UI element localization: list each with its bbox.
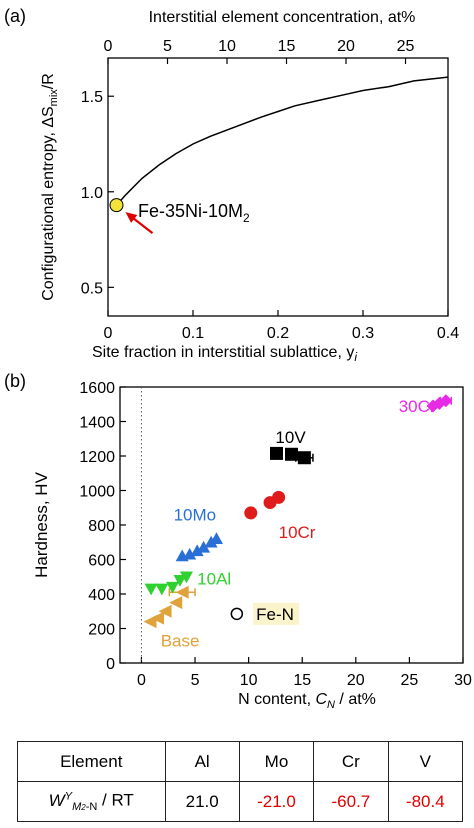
10cr-point: [272, 490, 286, 504]
panel-a-annotation: Fe-35Ni-10M2: [138, 201, 250, 225]
x-tick-label: 20: [347, 672, 365, 689]
interaction-parameter-table: Element Al Mo Cr V WYM2-N / RT 21.0 -21.…: [17, 741, 464, 822]
y-tick-label: 0.5: [81, 280, 103, 297]
10mo-point: [183, 547, 197, 560]
x-tick-label: 5: [191, 672, 200, 689]
panel-b-data-points: [143, 394, 453, 629]
panel-a-label: (a): [4, 6, 26, 26]
x-tick-label: 0.4: [437, 325, 459, 342]
10al-point: [173, 575, 187, 587]
panel-a-annotation-arrow: [129, 215, 154, 235]
10al-point: [179, 571, 193, 584]
10mo-point: [190, 544, 204, 557]
x-tick-label: 30: [454, 672, 472, 689]
panel-a-start-marker: [109, 198, 124, 213]
panel-a-x-axis-label: Site fraction in interstitial sublattice…: [92, 344, 357, 364]
10mo-point: [209, 532, 223, 544]
top-tick-label: 10: [218, 38, 236, 55]
table-value-al: 21.0: [164, 781, 240, 822]
series-label: 10Cr: [279, 523, 316, 542]
table-header-cell: Mo: [238, 741, 315, 782]
base-point: [175, 585, 189, 599]
10mo-point: [204, 535, 218, 548]
panel-a-top-axis-label: Interstitial element concentration, at%: [149, 9, 416, 26]
10al-point: [144, 583, 158, 596]
30cr-point: [439, 394, 453, 408]
10al-point: [155, 583, 169, 596]
table-row-label: WYM2-N / RT: [17, 781, 166, 822]
series-label: 10Al: [197, 569, 231, 588]
y-tick-label: 800: [88, 518, 115, 535]
table-value-v: -80.4: [387, 781, 464, 822]
series-label: Base: [161, 632, 200, 651]
y-tick-label: 1600: [79, 380, 115, 397]
x-tick-label: 25: [401, 672, 419, 689]
table-header-cell: Element: [17, 741, 166, 782]
y-tick-label: 400: [88, 587, 115, 604]
series-label: Fe-N: [256, 605, 294, 624]
panel-a-x-axis: 0 0.1 0.2 0.3 0.4: [104, 310, 459, 342]
x-tick-label: 0.1: [182, 325, 204, 342]
series-label: 30Cr: [399, 397, 436, 416]
table-header-cell: V: [387, 741, 464, 782]
10al-point: [166, 581, 180, 594]
panel-a-y-axis: 0.5 1.0 1.5: [81, 89, 114, 297]
y-tick-label: 1200: [79, 449, 115, 466]
x-tick-label: 15: [293, 672, 311, 689]
panel-b-x-axis-label: N content, CN / at%: [238, 691, 376, 711]
10cr-point: [244, 506, 258, 520]
panel-b-series-labels: 30Cr 10V 10Mo 10Cr 10Al Base Fe-N: [161, 397, 436, 651]
10v-point: [269, 446, 283, 460]
panel-a-y-axis-label: Configurational entropy, ΔSmix/R: [40, 73, 60, 301]
series-label: 10Mo: [174, 506, 217, 525]
y-tick-label: 1000: [79, 484, 115, 501]
table-value-mo: -21.0: [238, 781, 315, 822]
panel-a-plot-frame: [107, 57, 449, 317]
y-tick-label: 0: [106, 656, 115, 673]
label-background: [253, 602, 300, 625]
table-header-cell: Al: [164, 741, 240, 782]
table-value-cr: -60.7: [313, 781, 389, 822]
panel-a-entropy-curve: [115, 76, 449, 206]
10v-point: [285, 447, 298, 461]
panel-a-top-axis: 0 5 10 15 20 25: [104, 38, 415, 64]
y-tick-label: 1400: [79, 415, 115, 432]
top-tick-label: 0: [104, 38, 113, 55]
table-row: WYM2-N / RT 21.0 -21.0 -60.7 -80.4: [17, 781, 464, 822]
top-tick-label: 20: [337, 38, 355, 55]
x-tick-label: 10: [240, 672, 258, 689]
y-tick-label: 1.5: [81, 89, 103, 106]
x-tick-label: 0: [137, 672, 146, 689]
top-tick-label: 15: [278, 38, 296, 55]
table-header-cell: Cr: [313, 741, 389, 782]
x-tick-label: 0.3: [352, 325, 374, 342]
10mo-point: [197, 540, 211, 553]
base-point: [151, 611, 165, 625]
base-point: [169, 596, 183, 610]
y-tick-label: 600: [88, 553, 115, 570]
fe-n-point: [230, 607, 244, 621]
x-tick-label: 0.2: [267, 325, 289, 342]
panel-b-x-axis: 0 5 10 15 20 25 30: [137, 657, 472, 689]
panel-b-y-axis-label: Hardness, HV: [32, 471, 51, 577]
y-tick-label: 200: [88, 622, 115, 639]
top-tick-label: 25: [397, 38, 415, 55]
table-header-row: Element Al Mo Cr V: [17, 741, 464, 782]
y-tick-label: 1.0: [81, 185, 103, 202]
top-tick-label: 5: [163, 38, 172, 55]
panel-b-y-axis: 0 200 400 600 800 1000 1200 1400 1600: [79, 380, 126, 673]
panel-b-label: (b): [4, 371, 26, 391]
10v-point: [297, 451, 311, 465]
panel-b-plot-frame: [119, 386, 464, 664]
panel-a-annotation-arrowhead: [125, 212, 138, 223]
series-label: 10V: [275, 428, 306, 447]
x-tick-label: 0: [104, 325, 113, 342]
base-point: [158, 604, 172, 618]
